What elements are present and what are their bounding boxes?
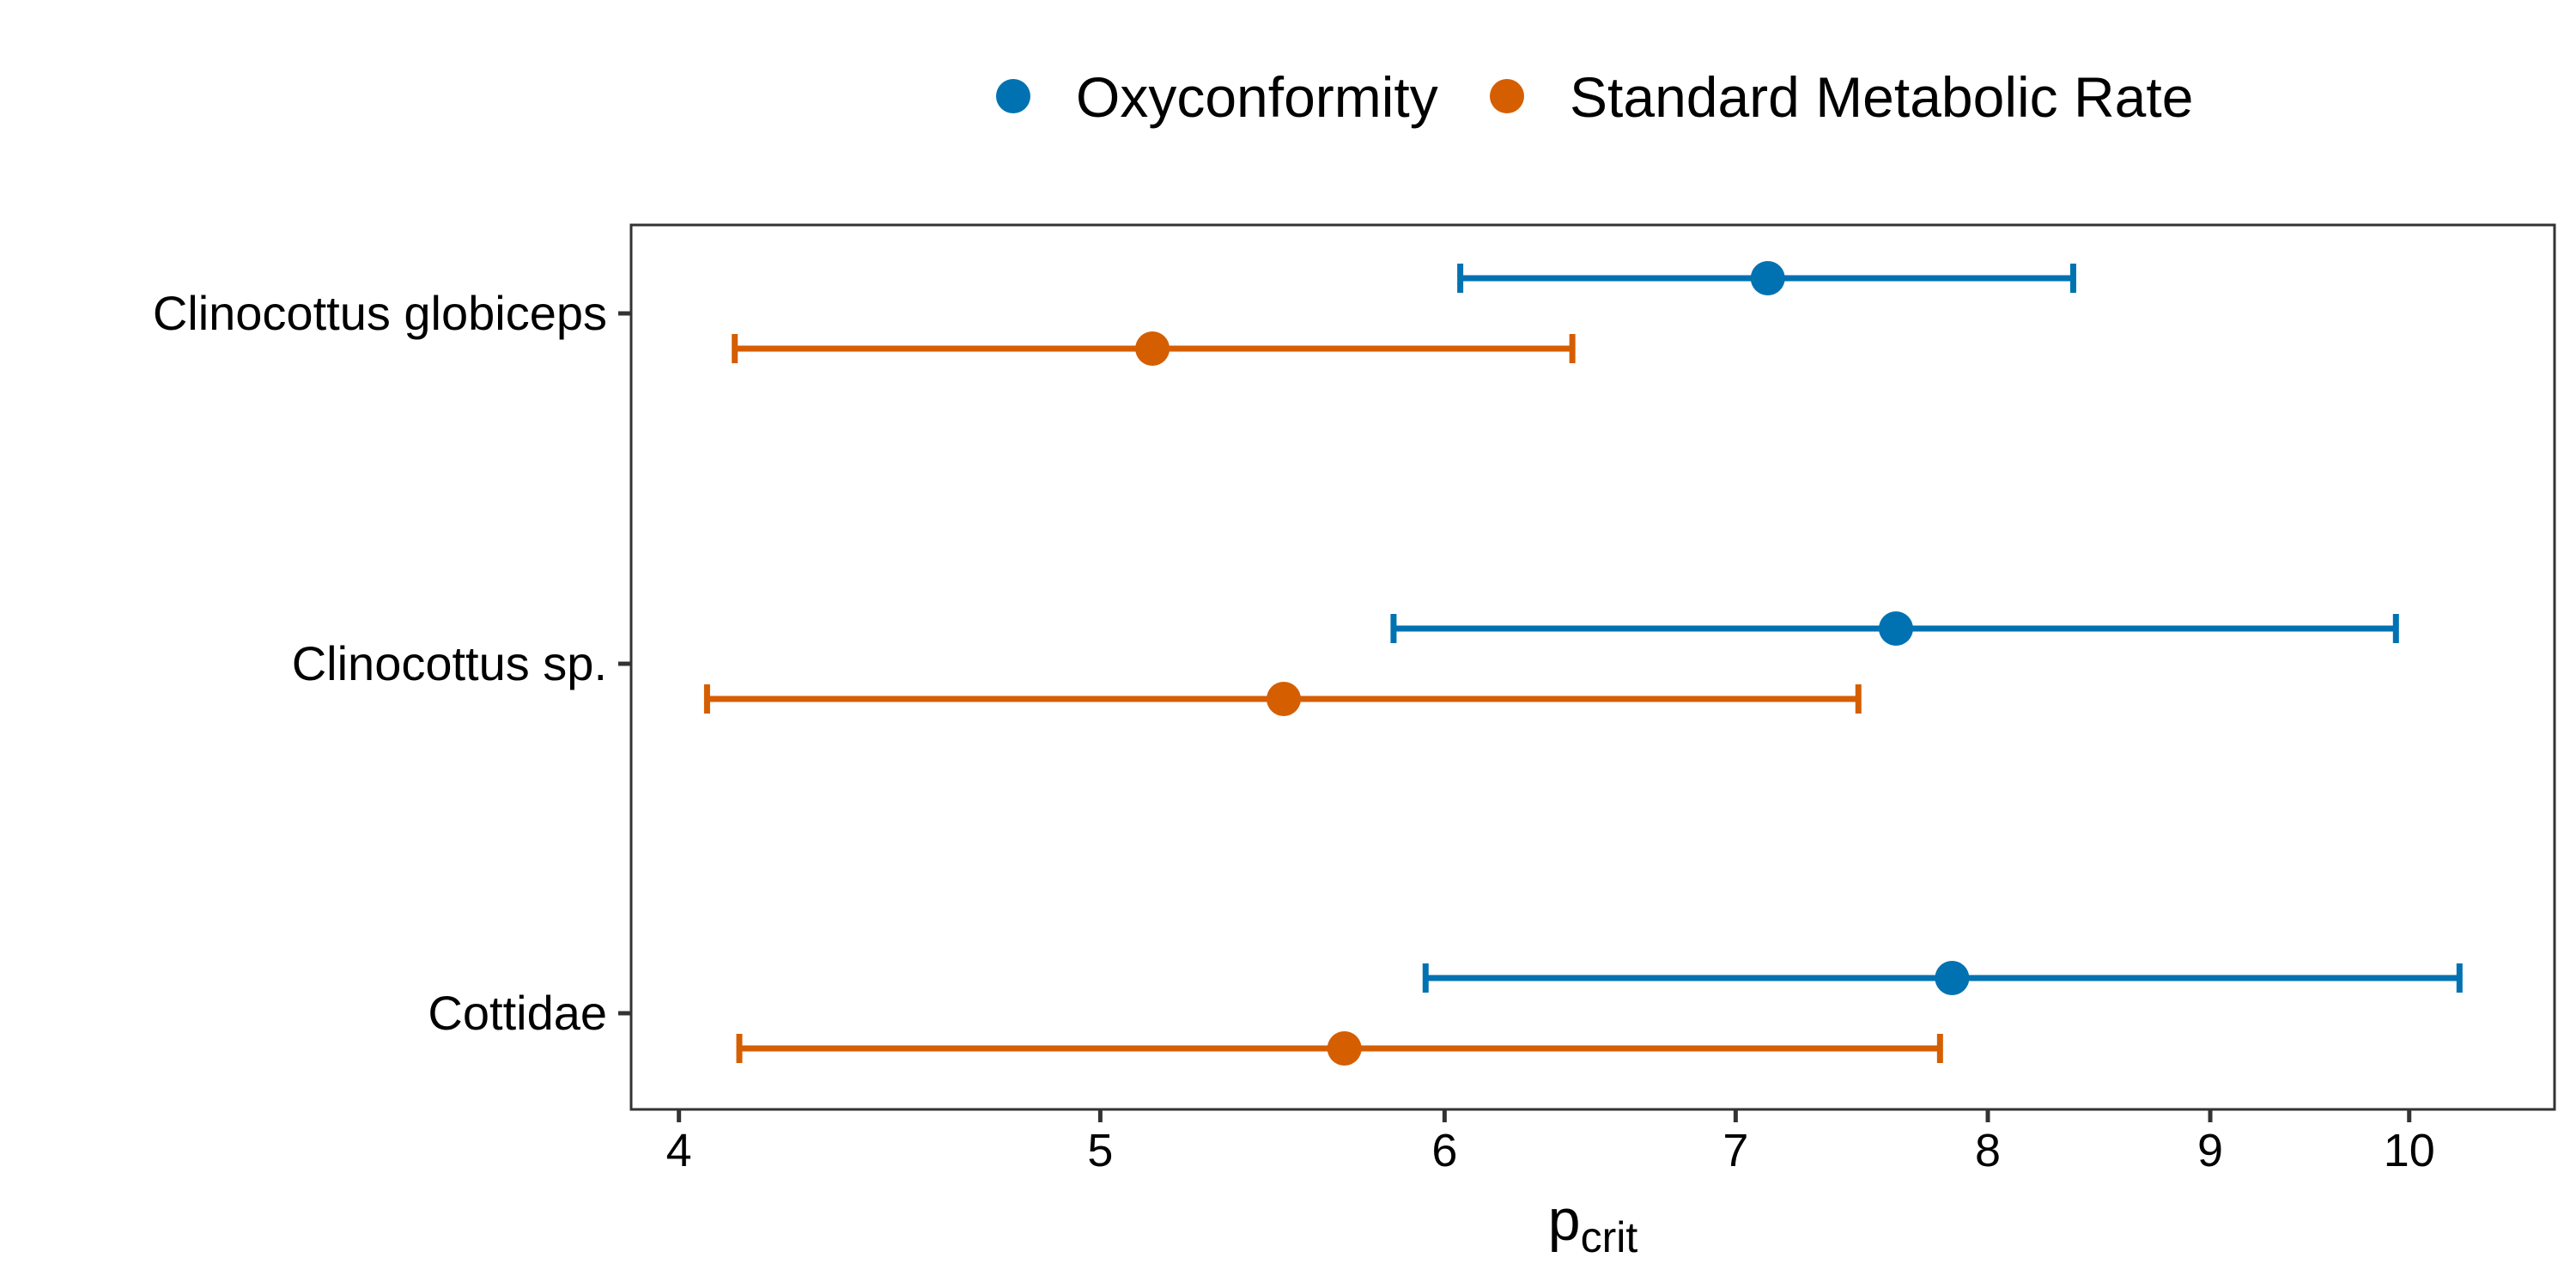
standard-metabolic-rate-clinocottus-sp-point: [1267, 682, 1302, 716]
x-tick-label-8: 8: [1975, 1125, 2001, 1176]
legend: Oxyconformity Standard Metabolic Rate: [996, 65, 2193, 129]
series-oxyconformity: [1390, 261, 2463, 995]
x-tick-label-6: 6: [1431, 1125, 1457, 1176]
x-axis-title-main: p: [1548, 1188, 1581, 1253]
y-tick-label-cottidae: Cottidae: [428, 986, 607, 1040]
y-axis: Clinocottus globiceps Clinocottus sp. Cott…: [153, 286, 631, 1040]
x-axis-title: pcrit: [1548, 1188, 1638, 1261]
plot-panel: [629, 223, 2556, 1111]
legend-key-standard-metabolic-rate: [1490, 79, 1524, 113]
x-tick-label-5: 5: [1087, 1125, 1113, 1176]
oxyconformity-clinocottus-globiceps-point: [1750, 261, 1785, 295]
x-tick-label-10: 10: [2384, 1125, 2435, 1176]
plot-marks: [703, 261, 2463, 1066]
standard-metabolic-rate-cottidae-point: [1327, 1031, 1362, 1066]
y-tick-label-clinocottus-globiceps: Clinocottus globiceps: [153, 286, 607, 340]
series-standard-metabolic-rate: [703, 331, 1943, 1066]
y-tick-label-clinocottus-sp: Clinocottus sp.: [292, 636, 607, 690]
oxyconformity-clinocottus-sp-point: [1878, 611, 1913, 646]
legend-label-standard-metabolic-rate: Standard Metabolic Rate: [1570, 65, 2193, 129]
standard-metabolic-rate-clinocottus-globiceps-point: [1135, 331, 1170, 366]
legend-item-standard-metabolic-rate: Standard Metabolic Rate: [1490, 65, 2193, 129]
x-tick-label-9: 9: [2197, 1125, 2223, 1176]
x-axis-title-subscript: crit: [1581, 1213, 1638, 1261]
oxyconformity-cottidae-point: [1935, 961, 1970, 995]
legend-label-oxyconformity: Oxyconformity: [1076, 65, 1438, 129]
x-tick-label-7: 7: [1722, 1125, 1748, 1176]
x-tick-label-4: 4: [666, 1125, 692, 1176]
x-axis: 4 5 6 7 8 9 10: [666, 1109, 2435, 1176]
legend-key-oxyconformity: [996, 79, 1030, 113]
legend-item-oxyconformity: Oxyconformity: [996, 65, 1438, 129]
